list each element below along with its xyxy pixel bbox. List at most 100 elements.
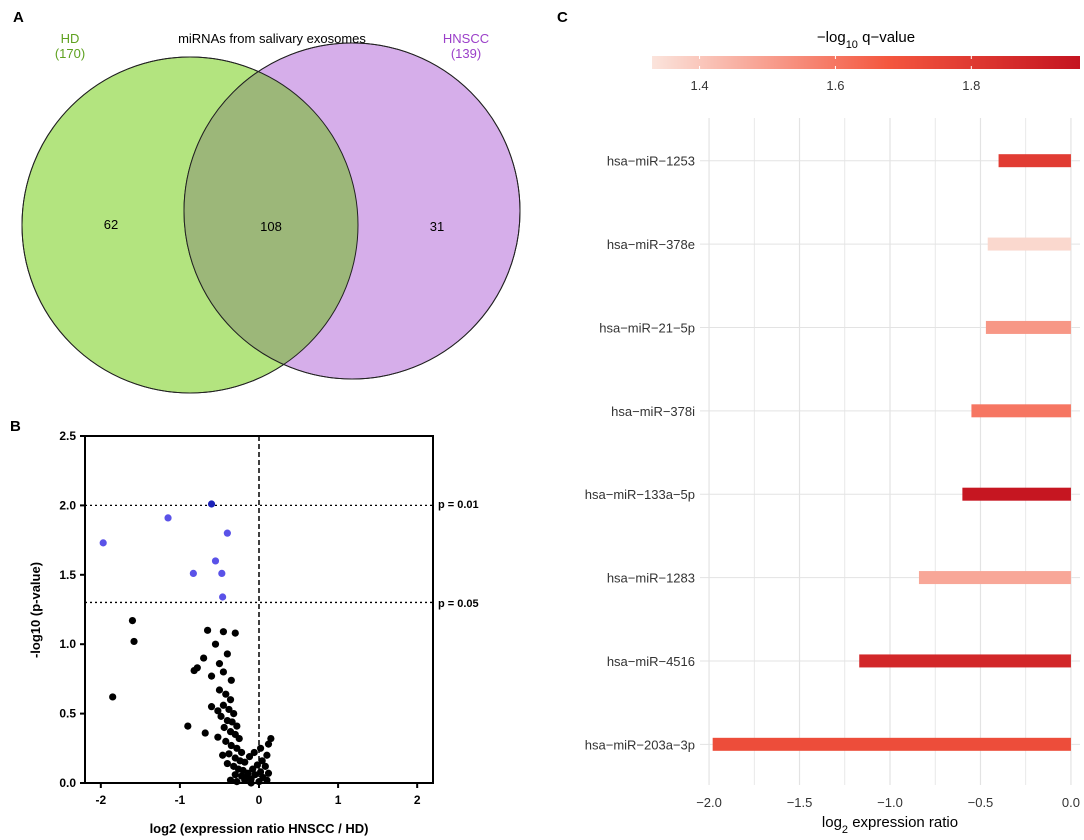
x-tick-label: −0.5 — [968, 795, 994, 810]
venn-hd-unique-count: 62 — [104, 217, 118, 232]
bar-chart-bars — [712, 154, 1071, 751]
volcano-reference-lines — [85, 436, 433, 783]
volcano-y-axis-title: -log10 (p-value) — [28, 562, 43, 658]
nonsignificant-point — [219, 628, 228, 636]
x-tick-label: 2 — [414, 793, 421, 807]
venn-overlap-region — [184, 57, 358, 379]
colorbar-tick-label: 1.8 — [962, 78, 980, 93]
bar — [985, 320, 1071, 334]
bar — [971, 404, 1071, 418]
bar-chart-x-ticks: −2.0 −1.5 −1.0 −0.5 0.0 — [696, 795, 1080, 810]
significant-point — [223, 529, 231, 537]
significant-point — [218, 569, 226, 578]
nonsignificant-point — [233, 778, 241, 786]
nonsignificant-point — [190, 666, 198, 675]
colorbar — [652, 56, 1080, 69]
significant-point — [99, 539, 107, 547]
nonsignificant-point — [220, 723, 228, 732]
nonsignificant-point — [231, 771, 239, 779]
nonsignificant-point — [222, 737, 230, 745]
volcano-points — [99, 500, 275, 787]
y-tick-label: 2.0 — [59, 498, 76, 512]
nonsignificant-point — [228, 718, 236, 726]
bar — [859, 654, 1071, 668]
bar — [998, 154, 1071, 168]
category-label: hsa−miR−203a−3p — [585, 737, 695, 752]
nonsignificant-point — [256, 744, 265, 752]
venn-hnscc-outline — [183, 42, 521, 380]
volcano-plot-frame — [84, 435, 434, 784]
nonsignificant-point — [233, 744, 241, 752]
volcano-x-axis-title: log2 (expression ratio HNSCC / HD) — [150, 821, 369, 836]
threshold-label-p001: p = 0.01 — [438, 499, 479, 511]
x-tick-label: 0.0 — [1062, 795, 1080, 810]
nonsignificant-point — [207, 672, 216, 680]
venn-hnscc-size: (139) — [451, 46, 481, 61]
colorbar-tick-label: 1.6 — [826, 78, 844, 93]
bar-chart-x-axis-title: log2 expression ratio — [822, 814, 958, 836]
bar — [712, 737, 1071, 751]
panel-c-letter: C — [557, 9, 568, 26]
panel-a: A miRNAs from salivary exosomes HD (170)… — [13, 9, 521, 394]
nonsignificant-point — [267, 734, 275, 743]
nonsignificant-point — [256, 768, 265, 776]
nonsignificant-point — [201, 729, 209, 737]
nonsignificant-point — [207, 703, 216, 711]
panel-b-letter: B — [10, 418, 21, 435]
category-label: hsa−miR−378e — [607, 237, 695, 252]
venn-overlap-count: 108 — [260, 219, 282, 234]
panel-a-letter: A — [13, 9, 24, 26]
nonsignificant-point — [223, 650, 231, 658]
nonsignificant-point — [215, 686, 224, 694]
nonsignificant-point — [219, 701, 228, 709]
significant-point — [211, 557, 220, 565]
y-tick-label: 2.5 — [59, 429, 76, 443]
nonsignificant-point — [227, 676, 235, 684]
nonsignificant-point — [231, 629, 239, 637]
category-label: hsa−miR−1283 — [607, 571, 695, 586]
nonsignificant-point — [222, 690, 230, 698]
panel-b: B -2 -1 0 1 2 0.0 0.5 1.0 1.5 2.0 2.5 p = 0.01 p =… — [10, 418, 479, 836]
venn-title: miRNAs from salivary exosomes — [178, 31, 366, 46]
nonsignificant-point — [245, 753, 254, 761]
bar — [918, 571, 1071, 585]
category-label: hsa−miR−1253 — [607, 154, 695, 169]
category-label: hsa−miR−21−5p — [599, 320, 695, 335]
nonsignificant-point — [238, 748, 246, 757]
x-tick-label: 1 — [335, 793, 342, 807]
threshold-label-p005: p = 0.05 — [438, 598, 479, 610]
nonsignificant-point — [109, 693, 117, 701]
x-tick-label: -1 — [175, 793, 186, 807]
panel-c: C −log10 q−value 1.4 1.6 1.8 hsa−miR−1253h… — [557, 9, 1080, 836]
colorbar-title: −log10 q−value — [817, 29, 915, 51]
category-label: hsa−miR−133a−5p — [585, 487, 695, 502]
venn-hd-outline — [21, 56, 359, 394]
nonsignificant-point — [233, 722, 241, 730]
y-tick-label: 0.5 — [59, 707, 76, 721]
nonsignificant-point — [225, 750, 233, 758]
nonsignificant-point — [211, 640, 220, 648]
bar — [962, 487, 1071, 501]
nonsignificant-point — [253, 761, 262, 769]
nonsignificant-point — [200, 654, 208, 662]
nonsignificant-point — [241, 758, 249, 766]
nonsignificant-point — [130, 637, 138, 646]
bar-chart-category-labels: hsa−miR−1253 hsa−miR−378e hsa−miR−21−5p hsa… — [585, 154, 695, 753]
nonsignificant-point — [226, 696, 235, 704]
nonsignificant-point — [219, 751, 227, 759]
nonsignificant-point — [261, 762, 269, 770]
nonsignificant-point — [214, 707, 222, 715]
significant-point — [189, 569, 197, 578]
significant-point — [207, 500, 216, 508]
x-tick-label: −2.0 — [696, 795, 722, 810]
venn-hd-label: HD — [61, 31, 80, 46]
nonsignificant-point — [184, 722, 192, 730]
colorbar-tick-label: 1.4 — [691, 78, 709, 93]
venn-hd-size: (170) — [55, 46, 85, 61]
x-tick-label: −1.0 — [877, 795, 903, 810]
x-tick-label: 0 — [256, 793, 263, 807]
bar-chart-gridlines — [700, 118, 1080, 785]
nonsignificant-point — [264, 769, 273, 777]
y-tick-label: 1.5 — [59, 568, 76, 582]
